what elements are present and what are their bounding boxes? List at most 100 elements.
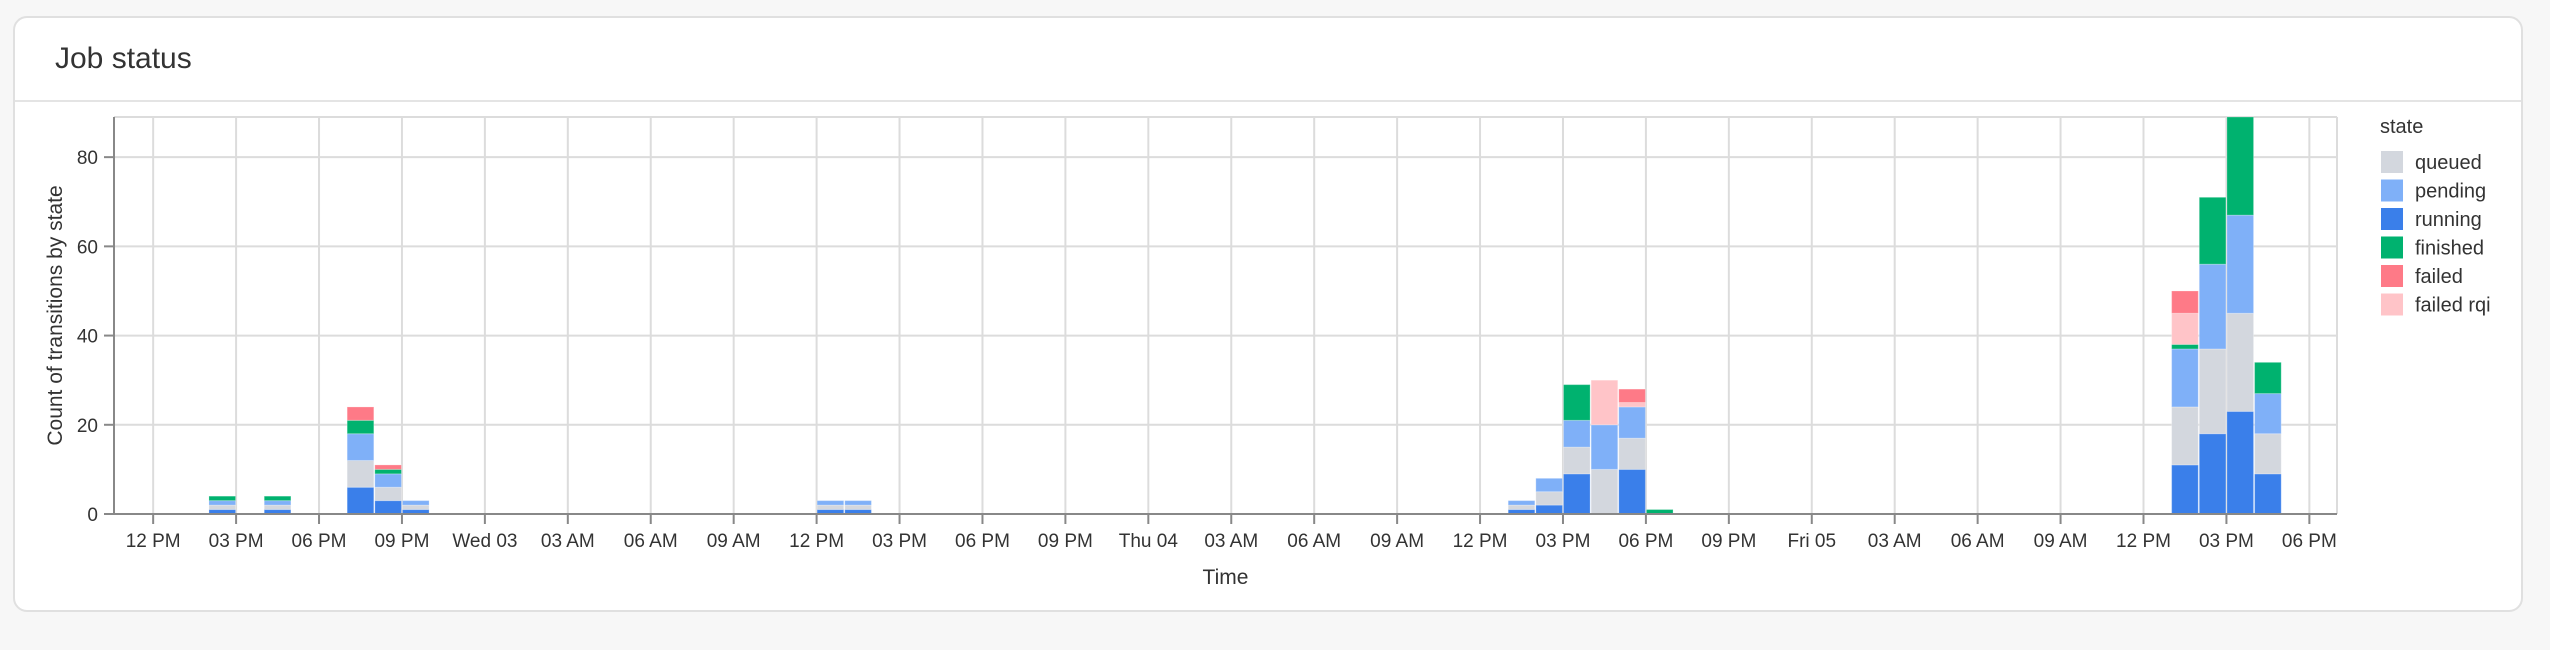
bar-segment-pending: [1535, 477, 1563, 493]
x-tick-label: 09 AM: [2034, 531, 2088, 552]
bar-segment-pending: [2171, 348, 2199, 408]
bar-segment-pending: [1618, 406, 1646, 439]
bar-segment-failed: [1618, 388, 1646, 403]
legend-label: failed rqi: [2415, 295, 2491, 317]
bar-segment-running: [1562, 473, 1591, 515]
bar-segment-running: [1618, 468, 1646, 515]
bar-segment-pending: [374, 473, 402, 488]
bar-segment-queued: [263, 504, 292, 511]
x-tick-label: 03 AM: [1868, 531, 1922, 552]
bar-segment-running: [2171, 464, 2199, 515]
legend-swatch-failed-rqi: [2381, 293, 2403, 316]
bar-segment-finished: [374, 468, 402, 475]
legend-label: finished: [2415, 238, 2484, 260]
legend-swatch-queued: [2381, 151, 2403, 173]
bar-segment-queued: [346, 459, 375, 488]
x-tick-label: 03 PM: [1536, 531, 1591, 552]
bar-segment-queued: [1618, 437, 1646, 470]
bar-segment-finished: [2171, 343, 2199, 350]
bar-segment-pending: [1590, 424, 1619, 470]
bar-segment-queued: [208, 504, 237, 511]
x-tick-label: 03 PM: [209, 531, 264, 552]
x-tick-label: 12 PM: [789, 531, 844, 552]
x-tick-label: Wed 03: [452, 531, 517, 552]
card-title: Job status: [55, 42, 192, 75]
bar-segment-failed: [2171, 290, 2199, 314]
x-tick-label: 09 PM: [1701, 531, 1756, 552]
y-tick-label: 0: [87, 505, 98, 526]
x-tick-label: 06 PM: [955, 531, 1010, 552]
x-tick-label: 12 PM: [126, 531, 181, 552]
x-tick-label: 06 PM: [292, 531, 347, 552]
legend-title: state: [2380, 116, 2423, 138]
x-tick-label: 09 PM: [1038, 531, 1093, 552]
bar-segment-finished: [346, 419, 375, 435]
bar-segment-running: [374, 500, 402, 515]
card-header: Job status: [15, 18, 2521, 102]
bar-segment-queued: [1590, 468, 1619, 515]
bar-segment-pending: [2254, 393, 2282, 435]
bar-segment-queued: [2254, 433, 2282, 475]
x-tick-label: 06 AM: [624, 531, 678, 552]
x-tick-label: 06 AM: [1287, 531, 1341, 552]
legend-swatch-running: [2381, 208, 2403, 230]
bar-segment-pending: [1562, 419, 1591, 448]
x-tick-label: Thu 04: [1119, 531, 1179, 552]
bar-segment-pending: [263, 500, 292, 506]
bar-segment-pending: [208, 500, 237, 506]
x-tick-label: 12 PM: [2116, 531, 2171, 552]
bar-segment-finished: [2226, 116, 2255, 216]
x-tick-label: 06 PM: [1618, 531, 1673, 552]
bar-segment-queued: [1562, 446, 1591, 475]
x-tick-label: 12 PM: [1453, 531, 1508, 552]
bar-segment-queued: [816, 504, 845, 511]
x-tick-label: 09 PM: [374, 531, 429, 552]
bar-segment-pending: [2198, 263, 2227, 350]
bar-segment-queued: [1535, 491, 1563, 506]
y-tick-label: 40: [77, 327, 98, 348]
bar-segment-queued: [844, 504, 872, 511]
bar-segment-finished: [2198, 196, 2227, 265]
bar-segment-pending: [401, 500, 430, 506]
y-tick-label: 60: [77, 237, 98, 258]
bar-segment-queued: [1507, 504, 1536, 511]
bar-segment-failed-rqi: [1618, 401, 1646, 408]
bar-segment-running: [2198, 433, 2227, 515]
bar-segment-pending: [2226, 214, 2255, 314]
legend-swatch-pending: [2381, 179, 2403, 202]
bar-segment-failed-rqi: [2171, 312, 2199, 345]
x-tick-label: 03 AM: [541, 531, 595, 552]
x-tick-label: 06 AM: [1951, 531, 2005, 552]
bar-segment-running: [2254, 473, 2282, 515]
x-tick-label: Fri 05: [1787, 531, 1836, 552]
y-axis-title: Count of transitions by state: [44, 185, 67, 445]
bar-segment-running: [346, 486, 375, 515]
x-axis-title: Time: [1203, 566, 1249, 589]
x-tick-label: 03 PM: [872, 531, 927, 552]
bar-segment-running: [2226, 410, 2255, 515]
bar-segment-finished: [208, 495, 237, 502]
bar-segment-queued: [374, 486, 402, 502]
bar-segment-queued: [401, 504, 430, 511]
legend-label: running: [2415, 209, 2482, 231]
bar-segment-failed: [374, 464, 402, 470]
bar-segment-failed: [346, 406, 375, 421]
legend-label: failed: [2415, 266, 2463, 288]
bar-segment-finished: [2254, 361, 2282, 395]
x-tick-label: 09 AM: [1370, 531, 1424, 552]
bar-segment-finished: [1562, 384, 1591, 421]
legend-label: pending: [2415, 181, 2486, 203]
bar-segment-pending: [816, 500, 845, 506]
legend-swatch-failed: [2381, 265, 2403, 287]
y-tick-label: 20: [77, 416, 98, 437]
bar-segment-pending: [346, 433, 375, 461]
legend-label: queued: [2415, 152, 2482, 174]
bar-segment-pending: [844, 500, 872, 506]
bar-segment-pending: [1507, 500, 1536, 506]
bar-segment-queued: [2198, 348, 2227, 435]
bar-segment-failed-rqi: [1590, 379, 1619, 426]
legend-swatch-finished: [2381, 236, 2403, 259]
x-tick-label: 06 PM: [2282, 531, 2337, 552]
x-tick-label: 09 AM: [707, 531, 761, 552]
